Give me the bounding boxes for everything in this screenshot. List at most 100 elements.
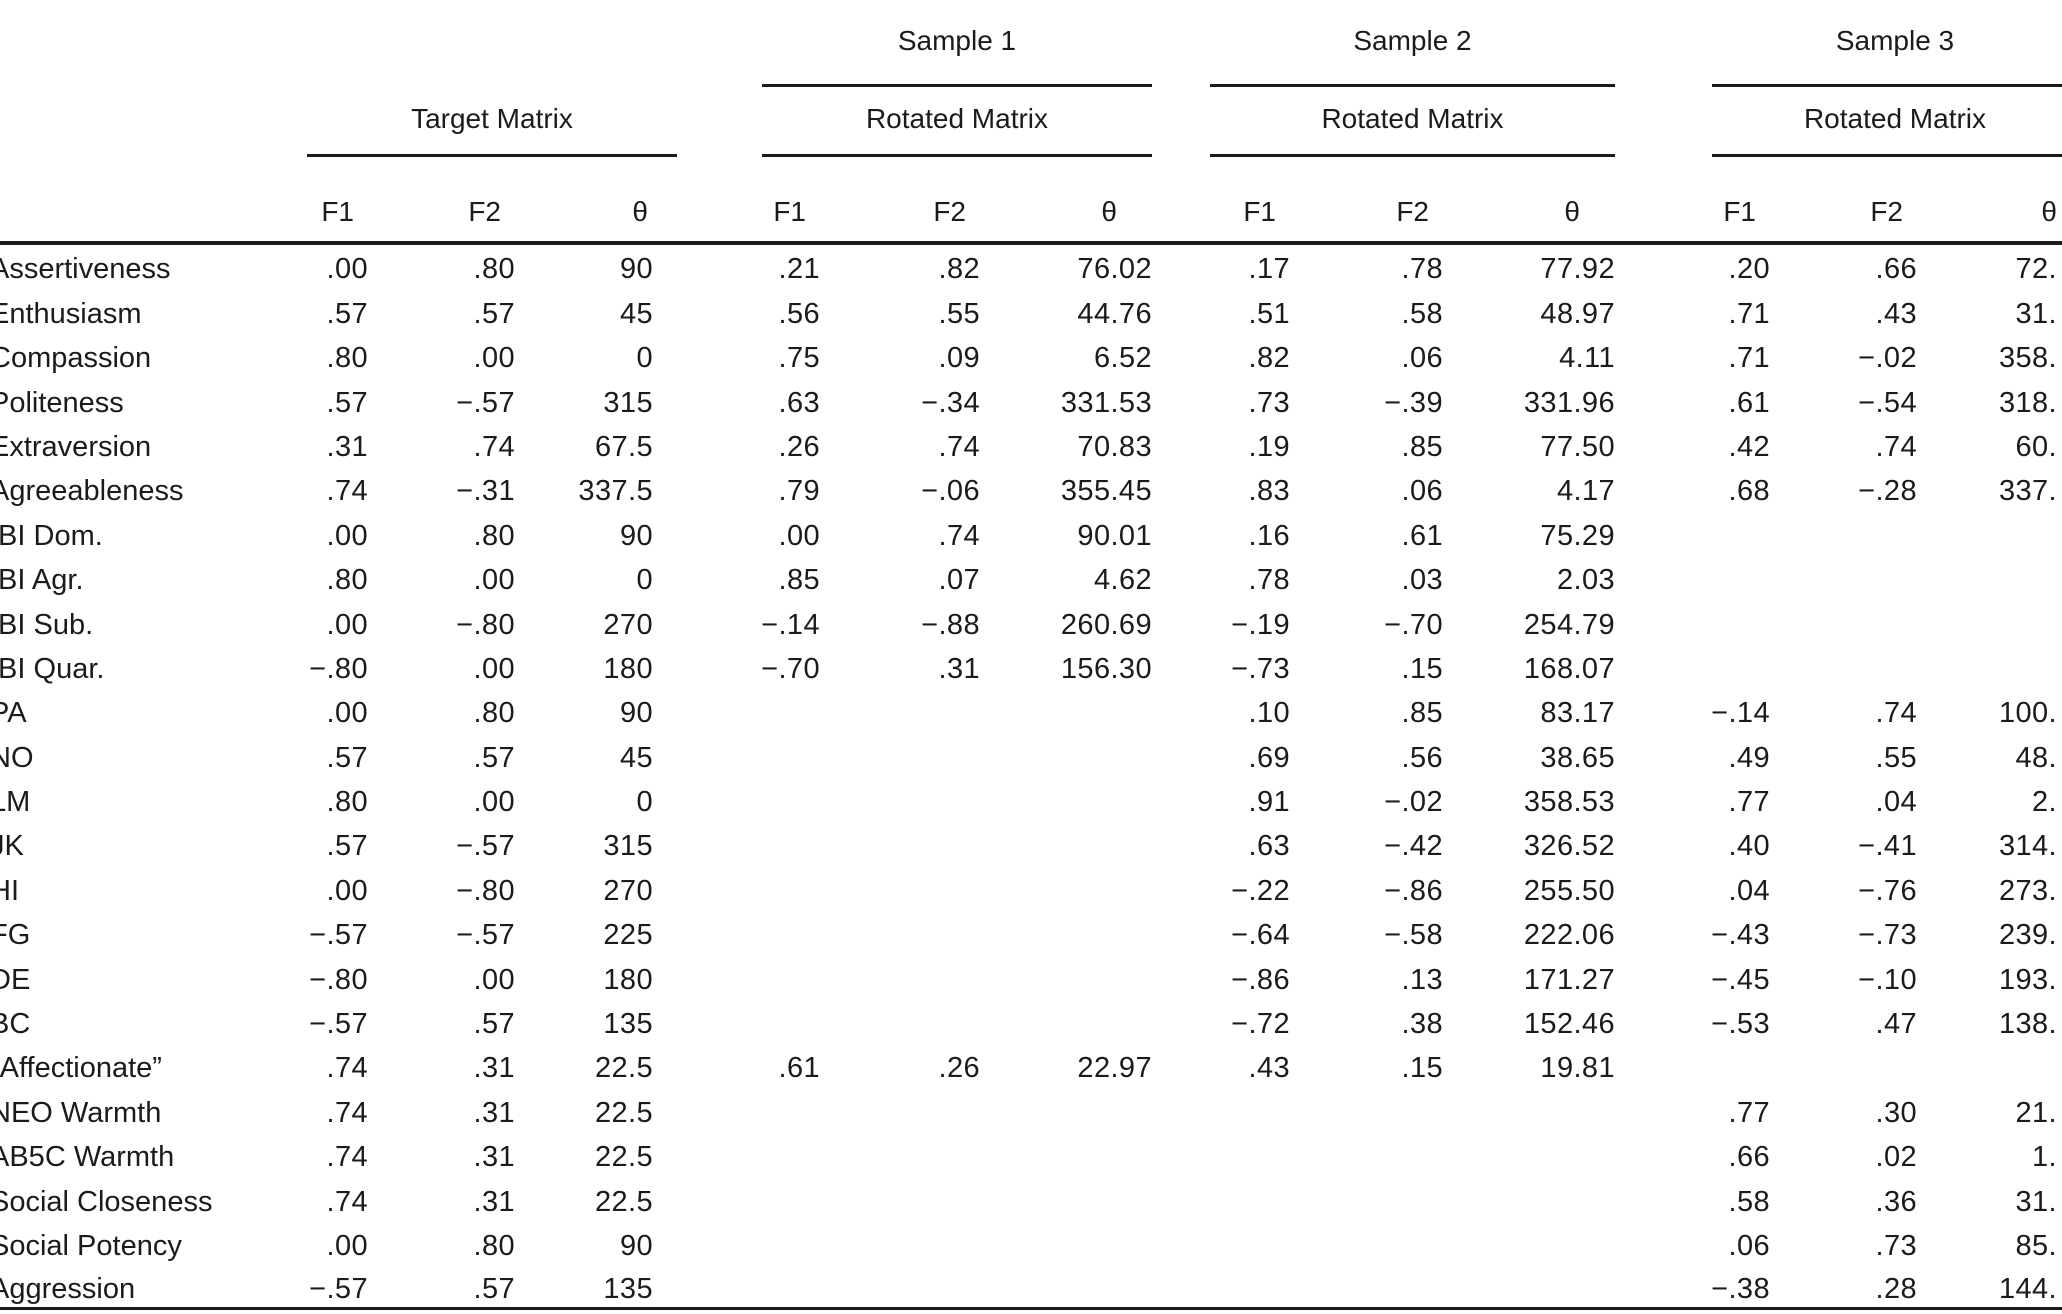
cell-sample1-f2: −.06: [921, 475, 980, 508]
column-header-row: F1 F2 θ F1 F2 θ F1 F2 θ F1 F2 θ: [0, 155, 2062, 245]
cell-sample1-f1: .21: [778, 253, 820, 286]
cell-sample1-theta: [980, 776, 1152, 820]
cell-target-f2: .57: [473, 1008, 515, 1041]
cell-sample2-f1: .19: [1248, 430, 1290, 463]
col-header-f1: F1: [1152, 155, 1290, 245]
cell-sample1-f2: .09: [938, 342, 980, 375]
cell-sample1-f1: .00: [778, 519, 820, 552]
table-row: Compassion .80 .00 0 .75 .09 6.52 .82 .06 4.11 .71…: [0, 332, 2062, 376]
cell-sample3-f2: .47: [1875, 1008, 1917, 1041]
col-header-theta: θ: [980, 155, 1152, 245]
cell-sample3-theta: [1917, 509, 2062, 553]
cell-sample1-f1: [677, 820, 820, 864]
cell-sample3-f1: .49: [1728, 741, 1770, 774]
cell-sample3-theta: 273.: [1998, 874, 2057, 907]
row-label: “Affectionate”: [0, 1042, 240, 1086]
table-row: Extraversion .31 .74 67.5 .26 .74 70.83 .19 .85 7…: [0, 421, 2062, 465]
corner-blank: [0, 155, 240, 245]
cell-sample3-f1: −.38: [1615, 1263, 1770, 1310]
cell-sample3-f2: .73: [1875, 1229, 1917, 1262]
cell-sample3-theta: 144.: [1917, 1263, 2062, 1310]
cell-sample1-f2: .74: [938, 430, 980, 463]
cell-sample2-f2: .56: [1401, 741, 1443, 774]
cell-sample3-f1: .40: [1728, 830, 1770, 863]
cell-sample2-f2: −.70: [1384, 608, 1443, 641]
cell-sample1-f1: −.14: [761, 608, 820, 641]
cell-target-f2: .00: [473, 963, 515, 996]
cell-sample1-f1: [677, 1220, 820, 1264]
col-header-f2: F2: [368, 155, 515, 245]
table-row: Politeness .57 −.57 315 .63 −.34 331.53 .73 −.39…: [0, 376, 2062, 420]
cell-sample2-f2: .06: [1401, 342, 1443, 375]
cell-sample3-f2: −.10: [1858, 963, 1917, 996]
cell-sample3-theta: 31.: [2015, 1185, 2057, 1218]
cell-target-theta: 337.5: [578, 475, 653, 508]
cell-target-f2: .80: [473, 519, 515, 552]
row-label: NEO Warmth: [0, 1086, 240, 1130]
cell-sample3-f2: −.41: [1858, 830, 1917, 863]
row-label-text: IBI Quar.: [0, 652, 105, 685]
row-label: DE: [0, 953, 240, 997]
cell-target-f1: .80: [326, 564, 368, 597]
cell-sample2-f2: .85: [1401, 430, 1443, 463]
cell-sample1-f1: [677, 998, 820, 1042]
row-label-text: LM: [0, 786, 31, 819]
col-header-f2: F2: [1770, 155, 1917, 245]
row-label: AB5C Warmth: [0, 1131, 240, 1175]
col-header-theta: θ: [1443, 155, 1615, 245]
cell-sample3-f1: .42: [1728, 430, 1770, 463]
cell-sample2-f1: .91: [1248, 786, 1290, 819]
cell-sample1-theta: 90.01: [1077, 519, 1152, 552]
cell-target-theta: 0: [636, 564, 653, 597]
cell-sample1-f1: .61: [778, 1052, 820, 1085]
row-label: Social Potency: [0, 1220, 240, 1264]
cell-sample2-theta: 222.06: [1523, 919, 1615, 952]
cell-sample2-theta: 168.07: [1523, 652, 1615, 685]
cell-sample3-f1: .04: [1728, 874, 1770, 907]
cell-sample1-theta: [980, 1220, 1152, 1264]
row-label-text: HI: [0, 874, 19, 907]
cell-sample1-theta: 76.02: [1077, 253, 1152, 286]
cell-sample2-f2: [1290, 1220, 1443, 1264]
cell-sample3-f1: .77: [1728, 1096, 1770, 1129]
table-row: DE −.80 .00 180 −.86 .13 171.27 −.45 −.10 193.: [0, 953, 2062, 997]
cell-sample3-theta: 1.: [2032, 1141, 2057, 1174]
cell-sample3-f1: −.53: [1711, 1008, 1770, 1041]
table-row: NO .57 .57 45 .69 .56 38.65 .49 .55 48.: [0, 731, 2062, 775]
row-label-text: Aggression: [0, 1272, 136, 1305]
cell-sample1-theta: [980, 953, 1152, 997]
cell-sample3-f1: .66: [1728, 1141, 1770, 1174]
cell-target-f2: −.57: [456, 919, 515, 952]
cell-target-theta: 270: [603, 874, 653, 907]
cell-sample3-theta: 85.: [2015, 1229, 2057, 1262]
table-row: IBI Quar. −.80 .00 180 −.70 .31 156.30 −.73 .15 1…: [0, 643, 2062, 687]
col-header-f1: F1: [677, 155, 820, 245]
cell-target-f1: .74: [326, 1141, 368, 1174]
cell-sample1-f2: [820, 953, 980, 997]
cell-sample2-theta: 4.11: [1559, 342, 1615, 375]
cell-sample2-theta: 83.17: [1540, 697, 1615, 730]
table-row: “Affectionate” .74 .31 22.5 .61 .26 22.97 .43 .1…: [0, 1042, 2062, 1086]
cell-target-f1: −.57: [309, 1008, 368, 1041]
cell-sample2-f1: [1152, 1086, 1290, 1130]
row-label-text: FG: [0, 919, 31, 952]
cell-sample1-f2: −.88: [921, 608, 980, 641]
cell-sample2-f1: .69: [1248, 741, 1290, 774]
cell-sample1-f1: [677, 1263, 820, 1310]
cell-sample2-theta: 152.46: [1523, 1008, 1615, 1041]
cell-sample2-f1: −.73: [1231, 652, 1290, 685]
cell-target-f1: .74: [326, 475, 368, 508]
cell-target-f1: .57: [326, 297, 368, 330]
row-label: Assertiveness: [0, 243, 240, 287]
table-row: FG −.57 −.57 225 −.64 −.58 222.06 −.43 −.73 239.: [0, 909, 2062, 953]
cell-sample2-f2: −.42: [1384, 830, 1443, 863]
cell-target-f1: −.80: [309, 963, 368, 996]
cell-target-f1: .31: [326, 430, 368, 463]
cell-sample2-theta: 48.97: [1540, 297, 1615, 330]
cell-target-theta: 180: [603, 963, 653, 996]
cell-sample3-f1: .77: [1728, 786, 1770, 819]
cell-sample3-theta: 358.: [1998, 342, 2057, 375]
cell-target-theta: 90: [619, 1229, 653, 1262]
cell-target-theta: 22.5: [594, 1185, 653, 1218]
cell-sample2-f1: .78: [1248, 564, 1290, 597]
